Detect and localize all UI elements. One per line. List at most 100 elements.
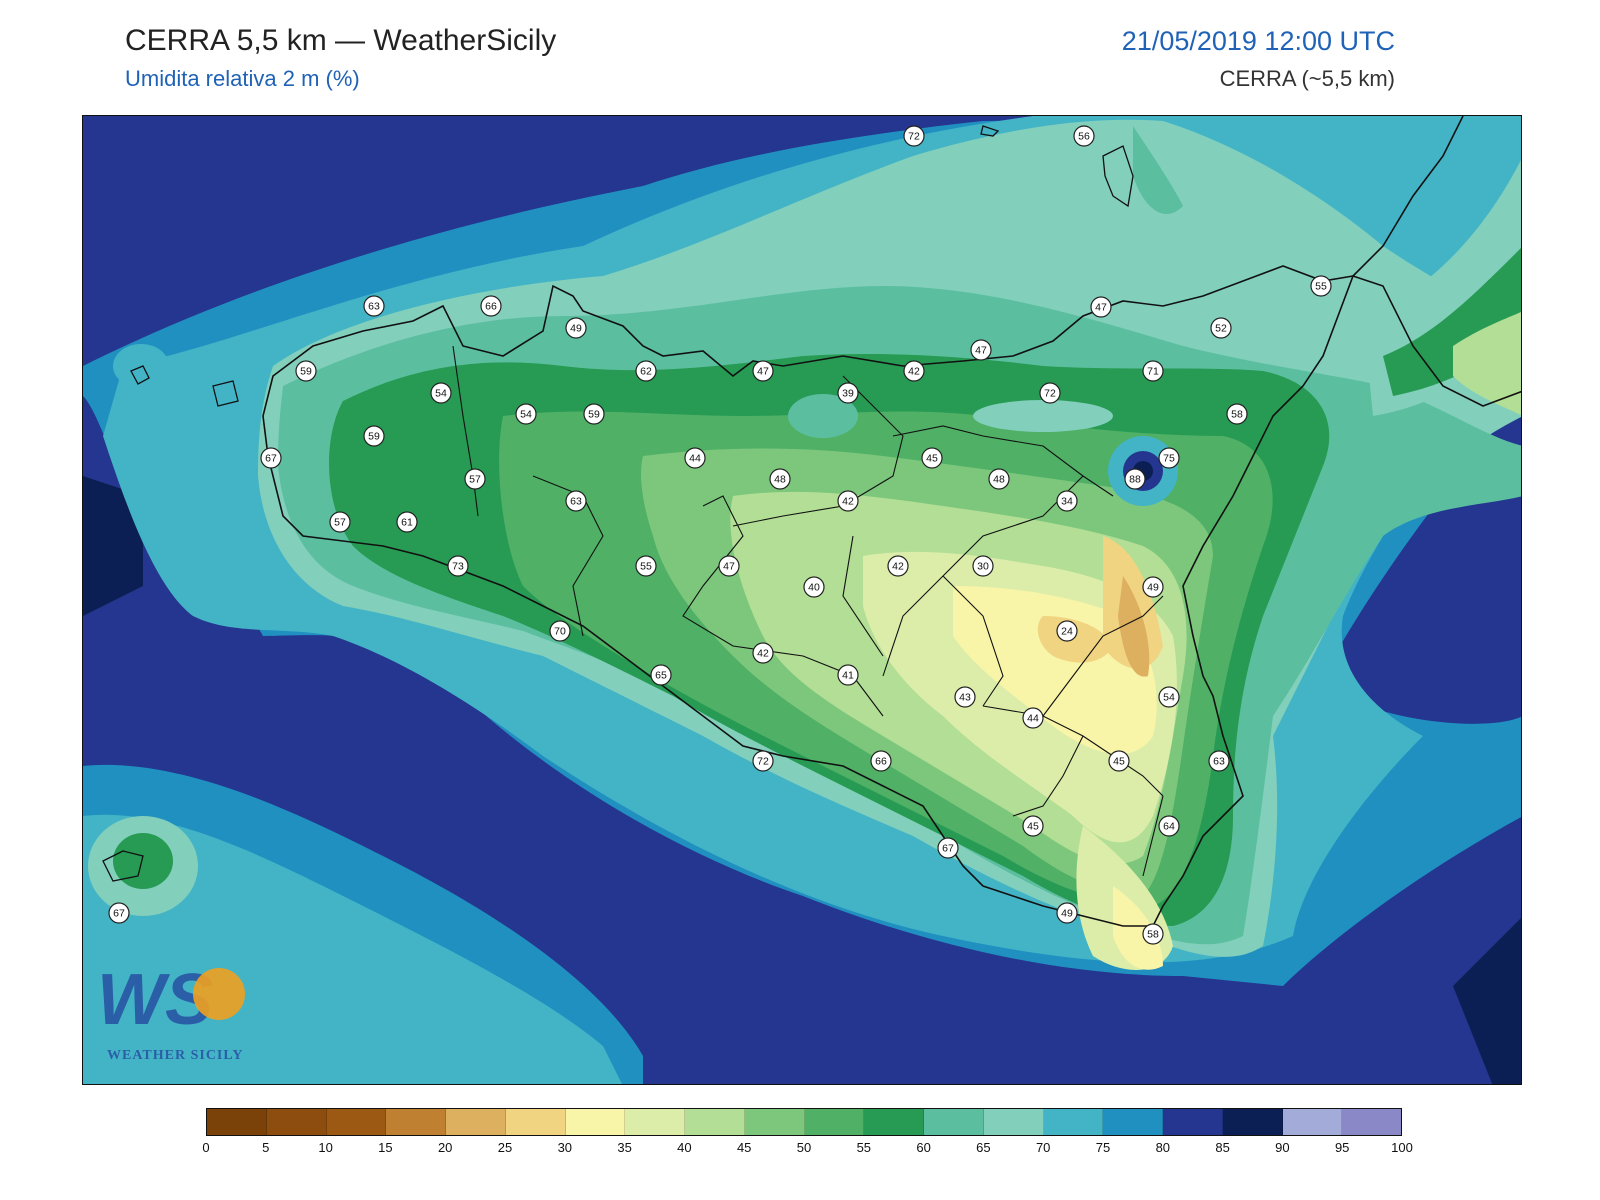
station-marker[interactable]: 75 <box>1158 447 1180 469</box>
station-marker[interactable]: 66 <box>480 295 502 317</box>
station-marker[interactable]: 43 <box>954 686 976 708</box>
station-marker[interactable]: 70 <box>549 620 571 642</box>
station-circle <box>837 382 859 404</box>
station-marker[interactable]: 47 <box>1090 296 1112 318</box>
station-circle <box>1056 902 1078 924</box>
station-marker[interactable]: 72 <box>752 750 774 772</box>
colorbar-segment <box>983 1109 1044 1135</box>
colorbar-tick-label: 100 <box>1391 1140 1413 1155</box>
station-circle <box>1056 490 1078 512</box>
station-value: 54 <box>435 388 447 400</box>
station-marker[interactable]: 54 <box>430 382 452 404</box>
station-value: 47 <box>975 345 987 357</box>
station-circle <box>769 468 791 490</box>
station-marker[interactable]: 45 <box>1022 815 1044 837</box>
station-value: 67 <box>113 908 125 920</box>
dark-sea-west <box>83 476 143 616</box>
station-marker[interactable]: 72 <box>903 125 925 147</box>
station-circle <box>1208 750 1230 772</box>
station-marker[interactable]: 71 <box>1142 360 1164 382</box>
station-marker[interactable]: 45 <box>1108 750 1130 772</box>
station-marker[interactable]: 47 <box>970 339 992 361</box>
station-circle <box>1310 275 1332 297</box>
station-marker[interactable]: 57 <box>464 468 486 490</box>
station-marker[interactable]: 73 <box>447 555 469 577</box>
pantelleria-band-55-60 <box>113 833 173 889</box>
station-value: 58 <box>1231 409 1243 421</box>
station-marker[interactable]: 49 <box>1056 902 1078 924</box>
station-marker[interactable]: 57 <box>329 511 351 533</box>
station-marker[interactable]: 59 <box>295 360 317 382</box>
station-circle <box>837 664 859 686</box>
station-marker[interactable]: 44 <box>1022 707 1044 729</box>
station-marker[interactable]: 88 <box>1124 468 1146 490</box>
station-marker[interactable]: 55 <box>635 555 657 577</box>
station-marker[interactable]: 63 <box>1208 750 1230 772</box>
station-marker[interactable]: 47 <box>718 555 740 577</box>
station-value: 48 <box>993 474 1005 486</box>
station-value: 40 <box>808 582 820 594</box>
station-marker[interactable]: 40 <box>803 576 825 598</box>
station-marker[interactable]: 67 <box>260 447 282 469</box>
station-circle <box>1158 686 1180 708</box>
colorbar-tick-label: 5 <box>262 1140 270 1155</box>
station-marker[interactable]: 24 <box>1056 620 1078 642</box>
station-circle <box>260 447 282 469</box>
colorbar-segment <box>386 1109 446 1135</box>
station-marker[interactable]: 49 <box>1142 576 1164 598</box>
station-marker[interactable]: 54 <box>515 403 537 425</box>
station-value: 45 <box>1113 756 1125 768</box>
station-marker[interactable]: 56 <box>1073 125 1095 147</box>
humidity-map[interactable]: 72 56 63 66 49 55 47 52 47 59 62 47 42 71 54 39 72 54 59 58… <box>82 115 1522 1085</box>
station-circle <box>752 360 774 382</box>
station-value: 54 <box>1163 692 1175 704</box>
station-marker[interactable]: 63 <box>565 490 587 512</box>
station-marker[interactable]: 72 <box>1039 382 1061 404</box>
station-marker[interactable]: 45 <box>921 447 943 469</box>
station-marker[interactable]: 63 <box>363 295 385 317</box>
station-marker[interactable]: 42 <box>903 360 925 382</box>
station-value: 62 <box>640 366 652 378</box>
station-marker[interactable]: 67 <box>937 837 959 859</box>
station-value: 57 <box>469 474 481 486</box>
station-value: 59 <box>368 431 380 443</box>
station-marker[interactable]: 30 <box>972 555 994 577</box>
station-marker[interactable]: 44 <box>684 447 706 469</box>
station-circle <box>1158 447 1180 469</box>
colorbar-tick-label: 40 <box>677 1140 692 1155</box>
station-marker[interactable]: 65 <box>650 664 672 686</box>
station-marker[interactable]: 48 <box>988 468 1010 490</box>
station-marker[interactable]: 58 <box>1226 403 1248 425</box>
station-marker[interactable]: 59 <box>363 425 385 447</box>
colorbar-segment <box>505 1109 566 1135</box>
colorbar-segment <box>1043 1109 1104 1135</box>
station-marker[interactable]: 47 <box>752 360 774 382</box>
station-marker[interactable]: 52 <box>1210 317 1232 339</box>
station-marker[interactable]: 49 <box>565 317 587 339</box>
station-marker[interactable]: 67 <box>108 902 130 924</box>
station-marker[interactable]: 66 <box>870 750 892 772</box>
station-marker[interactable]: 42 <box>752 642 774 664</box>
model-label: CERRA (~5,5 km) <box>1219 66 1395 91</box>
station-circle <box>363 295 385 317</box>
station-marker[interactable]: 62 <box>635 360 657 382</box>
station-value: 61 <box>401 517 413 529</box>
station-marker[interactable]: 48 <box>769 468 791 490</box>
station-marker[interactable]: 64 <box>1158 815 1180 837</box>
station-marker[interactable]: 39 <box>837 382 859 404</box>
station-values-layer: 72 56 63 66 49 55 47 52 47 59 62 47 42 71 54 39 72 54 59 58… <box>108 125 1332 945</box>
colorbar-tick-label: 0 <box>202 1140 210 1155</box>
station-marker[interactable]: 58 <box>1142 923 1164 945</box>
station-marker[interactable]: 59 <box>583 403 605 425</box>
station-marker[interactable]: 55 <box>1310 275 1332 297</box>
station-value: 45 <box>926 453 938 465</box>
station-marker[interactable]: 34 <box>1056 490 1078 512</box>
station-marker[interactable]: 41 <box>837 664 859 686</box>
station-marker[interactable]: 54 <box>1158 686 1180 708</box>
station-value: 64 <box>1163 821 1175 833</box>
station-circle <box>480 295 502 317</box>
station-marker[interactable]: 42 <box>887 555 909 577</box>
station-circle <box>635 555 657 577</box>
station-marker[interactable]: 61 <box>396 511 418 533</box>
station-marker[interactable]: 42 <box>837 490 859 512</box>
